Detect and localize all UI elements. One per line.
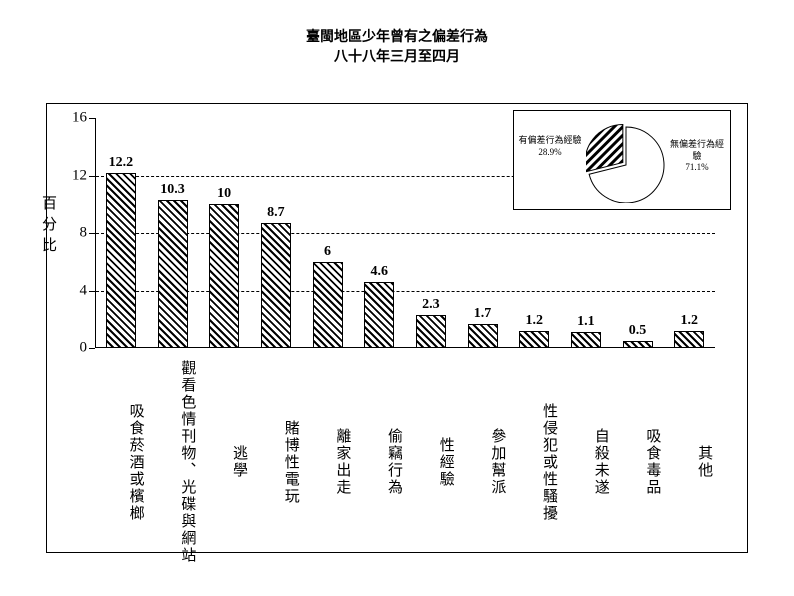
bar-value-label: 10 bbox=[217, 186, 231, 202]
x-category-label: 吸食菸酒或檳榔 bbox=[95, 356, 147, 564]
y-tick-label: 12 bbox=[47, 167, 87, 184]
bar bbox=[261, 223, 291, 348]
x-category-label: 偷竊行為 bbox=[353, 356, 405, 564]
bar-value-label: 1.2 bbox=[680, 313, 698, 329]
bar-slot: 6 bbox=[302, 244, 354, 348]
bar bbox=[106, 173, 136, 348]
bar-value-label: 8.7 bbox=[267, 205, 285, 221]
bar bbox=[519, 331, 549, 348]
bar-slot: 10 bbox=[198, 186, 250, 348]
chart-title-line2: 八十八年三月至四月 bbox=[0, 48, 794, 68]
bar-slot: 4.6 bbox=[353, 264, 405, 348]
pie-inset: 有偏差行為經驗 28.9% 無偏差行為經驗 71.1% bbox=[513, 110, 731, 210]
chart-title-line1: 臺閩地區少年曾有之偏差行為 bbox=[0, 28, 794, 48]
y-tick bbox=[89, 348, 95, 349]
pie-label-right: 無偏差行為經驗 71.1% bbox=[668, 139, 726, 174]
x-category-label: 逃學 bbox=[198, 356, 250, 564]
x-category-label: 自殺未遂 bbox=[560, 356, 612, 564]
bar-slot: 10.3 bbox=[147, 182, 199, 348]
bar bbox=[209, 204, 239, 348]
bar-value-label: 4.6 bbox=[370, 264, 388, 280]
bar-value-label: 12.2 bbox=[109, 155, 134, 171]
pie-slice1-label: 無偏差行為經驗 bbox=[668, 139, 726, 162]
bar bbox=[364, 282, 394, 348]
bar bbox=[468, 324, 498, 348]
bar bbox=[623, 341, 653, 348]
bar bbox=[674, 331, 704, 348]
bar bbox=[571, 332, 601, 348]
bar-slot: 0.5 bbox=[612, 323, 664, 348]
bar-value-label: 6 bbox=[324, 244, 331, 260]
pie-slice-has-experience bbox=[586, 125, 623, 172]
x-category-label: 賭博性電玩 bbox=[250, 356, 302, 564]
bar-slot: 8.7 bbox=[250, 205, 302, 348]
bar-value-label: 10.3 bbox=[160, 182, 185, 198]
y-tick-label: 8 bbox=[47, 225, 87, 242]
x-category-label: 離家出走 bbox=[302, 356, 354, 564]
x-category-label: 吸食毒品 bbox=[612, 356, 664, 564]
bar-slot: 1.2 bbox=[663, 313, 715, 348]
chart-title-block: 臺閩地區少年曾有之偏差行為 八十八年三月至四月 bbox=[0, 0, 794, 67]
pie-slice0-label: 有偏差行為經驗 bbox=[518, 135, 582, 147]
bar-value-label: 2.3 bbox=[422, 297, 440, 313]
x-category-label: 其他 bbox=[663, 356, 715, 564]
pie-chart bbox=[586, 119, 666, 203]
bar bbox=[158, 200, 188, 348]
bar-slot: 1.2 bbox=[508, 313, 560, 348]
bar bbox=[416, 315, 446, 348]
bar-value-label: 1.1 bbox=[577, 314, 595, 330]
pie-slice1-pct: 71.1% bbox=[668, 162, 726, 174]
bar-slot: 2.3 bbox=[405, 297, 457, 348]
x-category-label: 參加幫派 bbox=[457, 356, 509, 564]
bar-slot: 1.1 bbox=[560, 314, 612, 348]
y-tick-label: 4 bbox=[47, 282, 87, 299]
bar-slot: 1.7 bbox=[457, 306, 509, 348]
pie-slice0-pct: 28.9% bbox=[518, 147, 582, 159]
bar-value-label: 1.2 bbox=[525, 313, 543, 329]
x-category-label: 性侵犯或性騷擾 bbox=[508, 356, 560, 564]
bar bbox=[313, 262, 343, 348]
bar-value-label: 1.7 bbox=[474, 306, 492, 322]
x-category-label: 觀看色情刊物、光碟與網站 bbox=[147, 356, 199, 564]
bar-slot: 12.2 bbox=[95, 155, 147, 348]
bar-value-label: 0.5 bbox=[629, 323, 647, 339]
y-tick-label: 16 bbox=[47, 110, 87, 127]
x-labels-row: 吸食菸酒或檳榔觀看色情刊物、光碟與網站逃學賭博性電玩離家出走偷竊行為性經驗參加幫… bbox=[95, 356, 715, 564]
y-tick-label: 0 bbox=[47, 340, 87, 357]
x-category-label: 性經驗 bbox=[405, 356, 457, 564]
pie-label-left: 有偏差行為經驗 28.9% bbox=[518, 135, 582, 158]
